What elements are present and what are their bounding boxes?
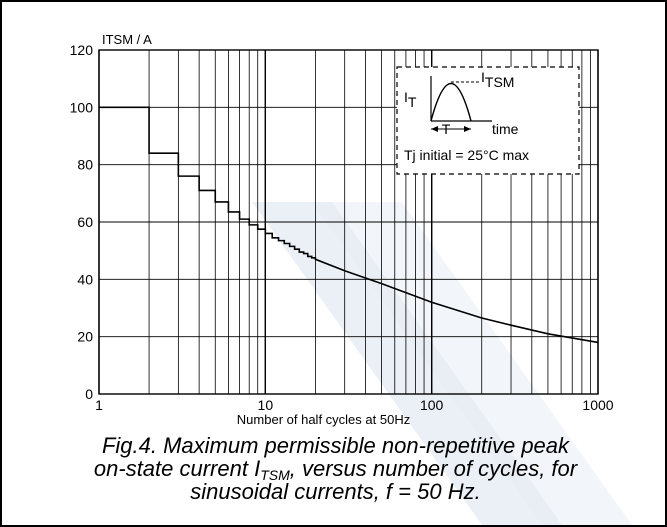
caption-line-3: sinusoidal currents, f = 50 Hz. [190,479,481,504]
x-tick-label: 1 [95,397,103,413]
inset-arrow-left [431,126,438,132]
x-tick-label: 100 [420,397,444,413]
inset-itsm-label: ITSM [481,69,514,90]
waveform-inset: IT ITSM T time Tj initial = 25°C max [396,66,580,175]
y-tick-label: 20 [77,329,93,345]
y-tick-label: 80 [77,157,93,173]
y-tick-label: 100 [70,99,94,115]
inset-time-label: time [492,121,519,137]
y-tick-label: 60 [77,214,93,230]
caption-line-2: on-state current ITSM, versus number of … [93,456,578,483]
inset-arrow-right [464,126,471,132]
inset-condition-label: Tj initial = 25°C max [404,147,529,163]
itsm-curve [99,106,599,344]
y-tick-label: 40 [77,271,93,287]
figure-caption: Fig.4. Maximum permissible non-repetitiv… [2,434,667,503]
caption-line-1: Fig.4. Maximum permissible non-repetitiv… [101,433,570,458]
x-tick-label: 1000 [582,397,613,413]
inset-it-label: IT [404,89,417,110]
x-tick-label: 10 [258,397,274,413]
plot-border [98,49,599,395]
y-tick-label: 0 [85,386,93,402]
y-axis-label: ITSM / A [102,32,152,47]
inset-half-sine [430,83,472,122]
inset-t-label: T [442,121,451,137]
x-axis-label: Number of half cycles at 50Hz [237,412,410,427]
y-tick-label: 120 [70,42,94,58]
